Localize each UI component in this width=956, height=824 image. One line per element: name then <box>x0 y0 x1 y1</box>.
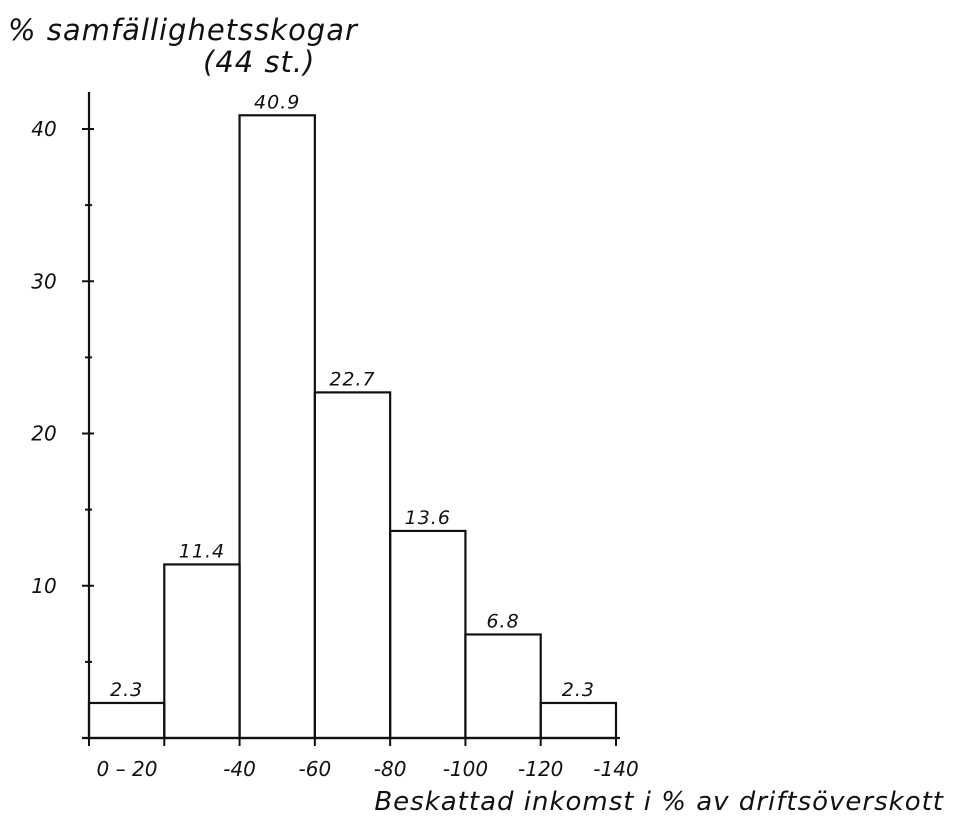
chart-title: % samfällighetsskogar <box>8 13 359 47</box>
bar-value-label-0: 2.3 <box>110 679 143 701</box>
bar-4 <box>389 529 467 740</box>
bar-value-label-3: 22.7 <box>329 368 375 390</box>
y-ticks-group: 10 20 30 40 <box>31 117 94 663</box>
x-axis-label: Beskattad inkomst i % av driftsöverskott <box>374 787 944 817</box>
y-tick-label-30: 30 <box>31 269 56 293</box>
x-tick-label-3: -80 <box>374 757 407 781</box>
x-tick-label-5: -120 <box>518 757 563 781</box>
bars-group: 2.3 11.4 40.9 22.7 13.6 6.8 2.3 <box>87 91 618 740</box>
x-tick-label-0: 0 – 20 <box>97 757 158 781</box>
bar-3 <box>313 391 392 740</box>
bar-value-label-2: 40.9 <box>254 91 300 113</box>
bar-value-label-1: 11.4 <box>179 540 225 562</box>
bar-value-label-6: 2.3 <box>562 679 595 701</box>
x-tick-label-4: -100 <box>443 757 488 781</box>
bar-value-label-4: 13.6 <box>405 507 451 529</box>
x-tick-label-2: -60 <box>299 757 332 781</box>
chart-subtitle: (44 st.) <box>203 45 315 79</box>
x-tick-label-1: -40 <box>223 757 256 781</box>
bar-value-label-5: 6.8 <box>486 610 519 632</box>
bar-2 <box>238 114 316 740</box>
y-tick-label-10: 10 <box>31 574 56 598</box>
x-tick-label-6: -140 <box>593 757 638 781</box>
x-ticks-group: 0 – 20 -40 -60 -80 -100 -120 -140 <box>88 738 639 781</box>
bar-0 <box>87 701 166 740</box>
bar-6 <box>539 701 618 740</box>
y-tick-label-40: 40 <box>31 117 56 141</box>
bar-5 <box>464 633 542 740</box>
y-tick-label-20: 20 <box>31 422 56 446</box>
bar-1 <box>163 563 241 740</box>
